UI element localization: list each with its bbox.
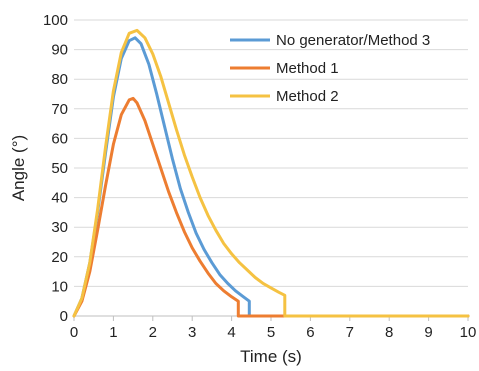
x-tick-label: 9 (424, 324, 432, 341)
legend-entry: Method 2 (276, 88, 339, 105)
y-tick-label: 70 (51, 101, 68, 118)
y-tick-label: 0 (60, 308, 68, 325)
series-line-3 (72, 28, 470, 318)
tick-labels: 0 10 20 30 40 50 60 70 80 90 100 0 1 2 3 4 5 6 7 8 9 10 (43, 12, 476, 341)
legend-entry: No generator/Method 3 (276, 32, 430, 49)
x-tick-label: 10 (460, 324, 477, 341)
y-tick-label: 10 (51, 278, 68, 295)
y-tick-label: 30 (51, 219, 68, 236)
series-line-2 (72, 96, 470, 318)
legend: No generator/Method 3 Method 1 Method 2 (230, 32, 430, 105)
legend-entry: Method 1 (276, 60, 339, 77)
x-tick-label: 1 (109, 324, 117, 341)
y-axis-label: Angle (°) (9, 135, 28, 201)
y-tick-label: 40 (51, 190, 68, 207)
x-tick-label: 3 (188, 324, 196, 341)
x-tick-label: 8 (385, 324, 393, 341)
y-tick-label: 60 (51, 130, 68, 147)
y-tick-label: 50 (51, 160, 68, 177)
y-tick-label: 90 (51, 42, 68, 59)
x-tick-label: 7 (346, 324, 354, 341)
y-tick-label: 20 (51, 249, 68, 266)
x-tick-label: 5 (267, 324, 275, 341)
x-tick-label: 6 (306, 324, 314, 341)
y-tick-label: 80 (51, 71, 68, 88)
x-tick-label: 2 (149, 324, 157, 341)
x-axis-label: Time (s) (240, 347, 302, 366)
x-tick-label: 4 (227, 324, 235, 341)
series-lines (72, 28, 470, 318)
y-tick-label: 100 (43, 12, 68, 29)
gridlines (74, 19, 468, 287)
x-tick-label: 0 (70, 324, 78, 341)
